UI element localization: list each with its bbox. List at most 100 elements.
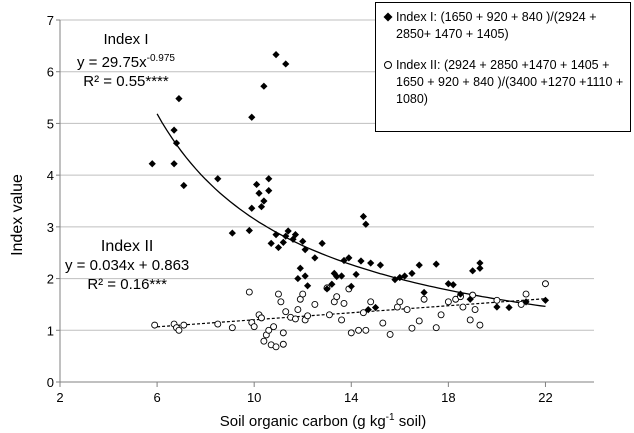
point-index1-39	[333, 272, 341, 281]
point-index1-17	[265, 187, 273, 195]
point-index2-51	[432, 324, 440, 332]
annotation-index1: Index I y = 29.75x-0.975 R² = 0.55****	[77, 30, 175, 91]
point-index2-46	[396, 298, 404, 306]
point-index1-27	[291, 231, 300, 239]
open-circle-icon	[384, 61, 392, 69]
point-index1-51	[376, 261, 384, 269]
point-index2-9	[250, 323, 258, 331]
x-tick-label-22: 22	[538, 390, 552, 405]
point-index1-59	[444, 280, 452, 288]
point-index2-35	[338, 316, 346, 324]
trendline-index1	[156, 113, 546, 308]
y-tick-label-3: 3	[47, 220, 54, 235]
point-index1-58	[432, 260, 440, 268]
point-index2-52	[437, 311, 445, 319]
x-axis-label-tail: soil)	[395, 413, 427, 430]
point-index1-34	[311, 254, 319, 262]
point-index2-62	[517, 300, 525, 308]
x-tick-label-2: 2	[56, 390, 63, 405]
trendlines	[156, 113, 546, 328]
point-index2-6	[228, 324, 236, 332]
point-index1-20	[272, 231, 280, 239]
y-tick-label-5: 5	[47, 116, 54, 131]
filled-diamond-icon	[383, 12, 393, 22]
point-index1-11	[253, 180, 261, 189]
point-index1-55	[408, 269, 416, 277]
point-index1-64	[476, 259, 484, 267]
x-tick-label-14: 14	[344, 390, 358, 405]
point-index1-25	[284, 227, 292, 235]
point-index1-30	[299, 237, 307, 245]
point-index1-32	[301, 272, 309, 280]
point-index2-32	[325, 311, 333, 319]
point-index2-40	[359, 309, 367, 317]
x-axis-label-main: Soil organic carbon (g kg	[220, 413, 386, 430]
point-index1-40	[337, 272, 346, 280]
point-index1-41	[340, 256, 348, 265]
point-index1-50	[371, 303, 380, 312]
point-index2-53	[444, 298, 452, 306]
point-index1-2	[170, 126, 178, 134]
point-index1-33	[303, 282, 312, 290]
y-tick-label-1: 1	[47, 323, 54, 338]
point-index1-66	[493, 303, 501, 311]
legend-label-index2: Index II: (2924 + 2850 +1470 + 1405 + 16…	[396, 58, 624, 106]
annotation-index2-equation: y = 0.034x + 0.863	[65, 257, 190, 274]
y-tick-labels: 0 1 2 3 4 5 6 7	[47, 13, 54, 390]
point-index2-11	[258, 314, 265, 322]
point-index2-42	[367, 298, 375, 306]
annotation-index2-name: Index II	[100, 238, 154, 255]
legend-label-index1: Index I: (1650 + 920 + 840 )/(2924 + 285…	[396, 10, 597, 41]
point-index2-14	[265, 326, 273, 334]
point-index1-63	[469, 267, 477, 275]
x-axis-label: Soil organic carbon (g kg-1 soil)	[220, 412, 427, 430]
point-index2-16	[270, 323, 278, 331]
point-index1-35	[318, 239, 326, 248]
point-index1-24	[282, 232, 290, 240]
point-index2-0	[151, 321, 159, 329]
point-index1-48	[364, 306, 372, 314]
point-index2-25	[294, 306, 302, 314]
point-index1-56	[415, 261, 423, 269]
y-tick-label-0: 0	[47, 375, 54, 390]
point-index1-62	[466, 295, 474, 303]
point-index1-68	[522, 298, 530, 306]
point-index1-43	[347, 282, 355, 290]
point-index2-61	[493, 296, 501, 304]
annotation-index2: Index II y = 0.034x + 0.863 R² = 0.16***	[65, 237, 189, 294]
point-index1-22	[279, 238, 287, 246]
y-tick-label-6: 6	[47, 65, 54, 80]
point-index2-18	[275, 290, 282, 298]
point-index1-10	[248, 204, 256, 212]
annotation-index1-equation: y = 29.75x-0.975	[77, 53, 175, 71]
point-index1-19	[272, 51, 280, 59]
point-index1-1	[170, 160, 178, 168]
point-index1-38	[330, 269, 338, 277]
point-index2-36	[340, 299, 348, 307]
point-index1-44	[352, 270, 360, 279]
point-index2-5	[214, 320, 222, 328]
point-index2-60	[476, 321, 484, 329]
point-index1-9	[248, 113, 256, 121]
y-tick-label-7: 7	[47, 13, 54, 28]
point-index2-3	[175, 326, 183, 334]
axes	[56, 19, 594, 387]
point-index1-49	[367, 259, 375, 267]
point-index1-28	[294, 274, 302, 283]
point-index1-13	[257, 203, 266, 211]
legend-entry-index2: Index II: (2924 + 2850 +1470 + 1405 + 16…	[382, 57, 624, 108]
point-index2-64	[542, 280, 549, 288]
point-index2-59	[471, 306, 479, 314]
point-index1-23	[282, 60, 290, 68]
point-index1-61	[456, 290, 465, 298]
point-index1-67	[505, 303, 513, 312]
point-index2-50	[420, 295, 428, 303]
point-index2-34	[333, 293, 341, 301]
point-index2-43	[379, 319, 387, 327]
point-index1-60	[449, 281, 457, 289]
x-tick-label-6: 6	[153, 390, 160, 405]
point-index1-29	[296, 264, 304, 272]
point-index1-14	[260, 82, 268, 90]
point-index1-6	[214, 175, 222, 183]
point-index2-39	[355, 326, 363, 334]
